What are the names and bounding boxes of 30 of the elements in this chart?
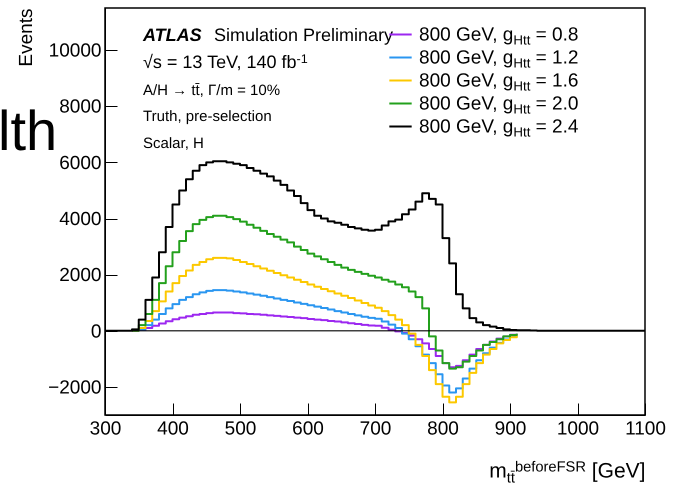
y-tick-label: 6000	[59, 152, 102, 174]
annotation: A/H → tt̄, Γ/m = 10%	[143, 82, 280, 99]
y-axis-title: Events	[16, 8, 38, 67]
x-tick-label: 600	[292, 418, 324, 440]
x-tick-label: 900	[494, 418, 526, 440]
y-tick-label: 0	[90, 321, 102, 342]
legend-label: 800 GeV, g$_{Htt}$ = 2.4	[419, 116, 579, 140]
y-tick-label: −2000	[48, 377, 102, 398]
x-tick-label: 300	[90, 418, 122, 440]
text: lth	[0, 99, 58, 162]
x-tick-label: 1000	[556, 418, 600, 440]
legend-label: 800 GeV, g$_{Htt}$ = 1.6	[419, 70, 578, 94]
annotation: ATLAS	[142, 25, 202, 45]
x-tick-label: 400	[157, 418, 189, 440]
legend-label: 800 GeV, g$_{Htt}$ = 0.8	[419, 24, 578, 48]
legend-label: 800 GeV, g$_{Htt}$ = 1.2	[419, 48, 578, 70]
annotation: Scalar, H	[143, 135, 204, 152]
y-tick-label: 4000	[59, 209, 102, 230]
x-tick-label: 1100	[625, 418, 666, 440]
y-tick-label: 8000	[59, 96, 102, 118]
x-tick-label: 500	[224, 418, 256, 440]
annotation: √s = 13 TeV, 140 fb$^{-1}$	[143, 52, 308, 72]
y-tick-label: 10000	[48, 40, 102, 62]
x-tick-label: 700	[360, 418, 392, 440]
annotation: Truth, pre-selection	[143, 108, 272, 125]
y-tick-label: 2000	[59, 265, 102, 286]
x-tick-label: 800	[427, 418, 459, 440]
annotation: Simulation Preliminary	[214, 25, 394, 45]
x-axis-title: m$_{tt̄}$$^{beforeFSR}$ [GeV]	[489, 460, 646, 486]
legend-label: 800 GeV, g$_{Htt}$ = 2.0	[419, 94, 578, 116]
